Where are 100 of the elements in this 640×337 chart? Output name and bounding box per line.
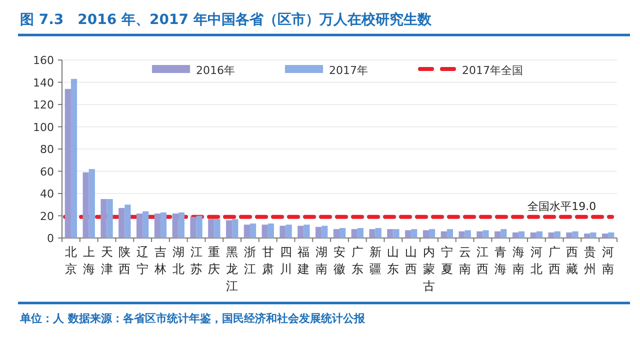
annotation: 全国水平19.0 — [528, 200, 596, 213]
bar — [476, 231, 483, 238]
bar — [244, 224, 250, 238]
legend-label: 2017年全国 — [462, 64, 523, 77]
x-tick-label: 安徽 — [334, 245, 346, 276]
x-tick-label: 天津 — [100, 245, 113, 276]
x-tick-label: 四川 — [280, 245, 292, 276]
x-tick-label: 江苏 — [190, 245, 202, 276]
bar — [172, 214, 178, 238]
bar — [369, 229, 376, 238]
bar — [262, 224, 268, 238]
x-tick-label: 陕西 — [118, 245, 131, 276]
bar — [512, 232, 519, 238]
x-tick-label: 宁夏 — [440, 245, 453, 276]
bar — [322, 226, 328, 238]
bar — [572, 231, 578, 238]
bar — [268, 224, 274, 238]
x-tick-label: 广西 — [548, 245, 560, 276]
legend-label: 2017年 — [329, 64, 368, 77]
bar — [232, 219, 238, 238]
x-tick-label: 河南 — [602, 245, 614, 276]
bar — [316, 226, 322, 238]
x-tick-label: 海南 — [512, 245, 525, 276]
bar — [333, 229, 340, 238]
bar — [64, 88, 71, 238]
x-tick-label: 湖北 — [172, 245, 184, 276]
bar — [548, 232, 554, 238]
y-tick-label: 0 — [47, 232, 54, 245]
y-tick-label: 100 — [33, 120, 54, 134]
bar — [190, 216, 196, 238]
bar — [608, 232, 614, 238]
x-tick-label: 湖南 — [316, 245, 328, 276]
y-tick-label: 60 — [40, 165, 54, 178]
y-tick-label: 20 — [40, 210, 54, 223]
y-tick-label: 160 — [33, 54, 54, 67]
bar — [100, 199, 107, 238]
bar — [208, 219, 214, 238]
bar — [458, 231, 465, 238]
bar — [160, 212, 167, 238]
bar — [422, 230, 430, 238]
x-tick-label: 河北 — [530, 245, 542, 276]
bar — [357, 228, 364, 238]
bar — [214, 219, 220, 238]
bar — [250, 224, 256, 238]
x-tick-label: 贵州 — [584, 245, 596, 276]
bar — [280, 226, 286, 238]
bar — [136, 214, 143, 238]
x-tick-label: 上海 — [82, 245, 95, 276]
x-tick-label: 重庆 — [208, 245, 220, 276]
x-tick-label: 吉林 — [153, 245, 166, 276]
bar — [375, 228, 382, 238]
x-tick-label: 甘肃 — [262, 245, 274, 276]
bar — [446, 229, 454, 238]
bar — [584, 234, 590, 238]
legend-label: 2016年 — [196, 64, 235, 77]
bar — [602, 234, 608, 238]
x-tick-label: 辽宁 — [136, 245, 149, 276]
bar — [530, 232, 536, 238]
bar — [106, 199, 113, 238]
bar — [178, 212, 184, 238]
bar — [124, 204, 131, 238]
bar — [429, 229, 436, 238]
bar — [440, 231, 447, 238]
bar — [88, 169, 95, 238]
bar — [142, 211, 149, 238]
bar — [154, 214, 160, 238]
bar — [393, 229, 400, 238]
bar — [118, 208, 125, 238]
bar — [464, 230, 471, 238]
bar — [351, 229, 358, 238]
bar — [411, 229, 418, 238]
text: 单位：人 数据来源：各省区市统计年鉴，国民经济和社会发展统计公报 — [19, 312, 366, 325]
x-tick-label: 江西 — [476, 245, 489, 276]
bar — [518, 231, 525, 238]
x-tick-label: 青海 — [494, 245, 507, 276]
x-tick-label: 云南 — [458, 245, 471, 276]
bar — [590, 232, 596, 238]
x-tick-label: 山西 — [405, 245, 418, 276]
bar — [494, 231, 501, 238]
x-tick-label: 西藏 — [566, 245, 578, 276]
x-tick-label: 浙江 — [244, 245, 256, 276]
bar — [196, 216, 202, 238]
y-tick-label: 40 — [40, 188, 54, 200]
x-tick-label: 新疆 — [369, 245, 382, 276]
y-tick-label: 140 — [33, 76, 54, 90]
y-tick-label: 80 — [40, 143, 54, 156]
bar — [536, 231, 543, 238]
bar — [554, 231, 560, 238]
bar — [226, 220, 232, 238]
x-tick-label: 内蒙古 — [423, 245, 436, 293]
chart-title: 图 7.3 2016 年、2017 年中国各省（区市）万人在校研究生数 — [20, 11, 432, 28]
bar — [482, 230, 489, 238]
x-tick-label: 广东 — [351, 245, 364, 276]
bar — [304, 224, 310, 238]
bar — [387, 229, 394, 238]
bar — [500, 229, 507, 238]
x-tick-label: 山东 — [387, 245, 400, 276]
x-tick-label: 福建 — [296, 245, 310, 276]
bar — [70, 78, 78, 238]
bar — [286, 224, 292, 238]
